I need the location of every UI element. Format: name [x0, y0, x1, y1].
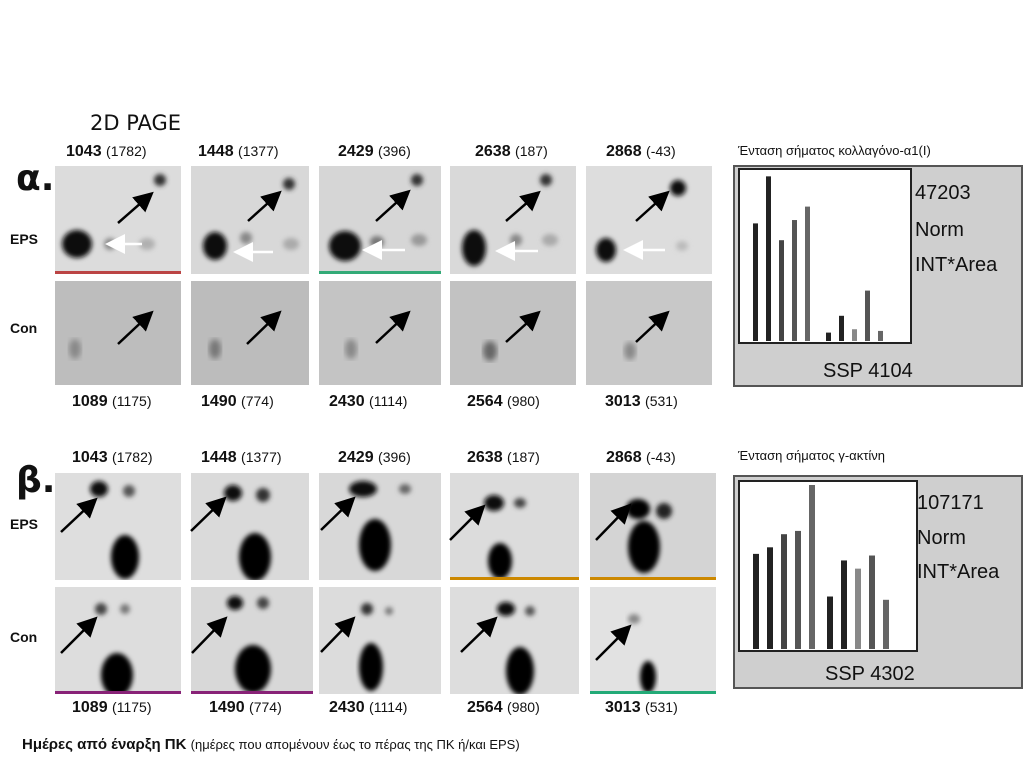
gel-image-alpha-con-4 — [450, 281, 576, 385]
bar — [826, 332, 831, 341]
panel-letter-alpha: α. — [16, 158, 55, 199]
bar — [855, 568, 861, 649]
sample-label: 1448 (1377) — [201, 449, 282, 466]
sample-label: 1089 (1175) — [72, 699, 152, 716]
chart-norm-label: Norm — [917, 527, 966, 549]
arrow-icon — [320, 616, 356, 653]
arrow-icon — [117, 310, 154, 345]
bar — [766, 176, 771, 341]
arrow-icon — [117, 191, 154, 224]
sample-label: 2564 (980) — [467, 393, 540, 410]
bar — [779, 240, 784, 341]
chart-title-beta: Ένταση σήματος γ-ακτίνη — [738, 448, 885, 463]
bar — [852, 329, 857, 341]
chart-value: 107171 — [917, 492, 984, 514]
arrow-icon — [60, 616, 98, 654]
row-label-eps-beta: EPS — [10, 516, 39, 532]
sample-label: 2638 (187) — [467, 449, 540, 466]
chart-ssp-label: SSP 4104 — [823, 360, 913, 382]
arrow-icon — [635, 310, 670, 343]
bar — [753, 223, 758, 341]
sample-label: 2868 (-43) — [606, 449, 676, 466]
gel-image-beta-con-2 — [191, 587, 313, 694]
sample-label: 3013 (531) — [605, 393, 678, 410]
chart-area-label: INT*Area — [917, 561, 1000, 583]
bar — [865, 290, 870, 341]
bar — [883, 599, 889, 649]
chart-box-beta: 107171 Norm INT*Area SSP 4302 — [733, 475, 1023, 689]
gel-image-alpha-con-5 — [586, 281, 712, 385]
row-label-con-alpha: Con — [10, 320, 38, 336]
gel-image-beta-eps-5 — [590, 473, 716, 580]
bar — [795, 530, 801, 649]
gel-image-beta-eps-4 — [450, 473, 579, 580]
sample-label: 1043 (1782) — [72, 449, 153, 466]
arrow-icon — [505, 310, 541, 343]
bar — [809, 485, 815, 649]
sample-label: 1490 (774) — [201, 393, 274, 410]
arrow-icon — [247, 190, 282, 222]
arrow-icon — [246, 310, 282, 345]
bar — [878, 330, 883, 341]
arrow-icon — [375, 310, 411, 344]
row-label-eps-alpha: EPS — [10, 231, 39, 247]
sample-label: 2429 (396) — [338, 143, 411, 160]
sample-label: 1490 (774) — [209, 699, 282, 716]
arrow-icon — [595, 624, 632, 661]
bar — [827, 596, 833, 649]
arrow-icon — [60, 497, 98, 533]
bar — [792, 220, 797, 341]
gel-image-alpha-eps-1 — [55, 166, 181, 274]
chart-title-alpha: Ένταση σήματος κολλαγόνο-α1(I) — [738, 143, 931, 158]
sample-label: 3013 (531) — [605, 699, 678, 716]
arrow-icon — [320, 496, 356, 531]
sample-label: 2564 (980) — [467, 699, 540, 716]
arrow-icon — [375, 189, 411, 222]
sample-label: 1043 (1782) — [66, 143, 147, 160]
gel-image-alpha-con-2 — [191, 281, 309, 385]
sample-label: 2429 (396) — [338, 449, 411, 466]
bar-chart-alpha — [738, 168, 912, 344]
gel-image-beta-eps-2 — [191, 473, 309, 580]
sample-label: 2430 (1114) — [329, 699, 408, 716]
figure-title: 2D PAGE — [90, 111, 182, 135]
sample-label: 2868 (-43) — [606, 143, 676, 160]
footer-caption: Ημέρες από έναρξη ΠΚ (ημέρες που απομένο… — [22, 736, 520, 753]
bar — [767, 547, 773, 649]
chart-norm-label: Norm — [915, 219, 964, 241]
panel-letter-beta: β. — [16, 460, 56, 501]
bar — [753, 553, 759, 649]
bar — [839, 315, 844, 341]
row-label-con-beta: Con — [10, 629, 38, 645]
arrow-icon — [190, 496, 227, 532]
sample-label: 2638 (187) — [475, 143, 548, 160]
gel-image-beta-con-3 — [319, 587, 441, 694]
bar — [841, 560, 847, 649]
arrow-icon — [191, 616, 228, 654]
bar — [781, 534, 787, 649]
arrow-icon — [505, 190, 541, 222]
sample-label: 1089 (1175) — [72, 393, 152, 410]
chart-area-label: INT*Area — [915, 254, 998, 276]
arrow-icon — [635, 190, 670, 222]
gel-image-alpha-con-1 — [55, 281, 181, 385]
arrow-icon — [460, 616, 498, 653]
arrow-icon — [449, 504, 486, 541]
gel-image-alpha-eps-5 — [586, 166, 712, 274]
chart-box-alpha: 47203 Norm INT*Area SSP 4104 — [733, 165, 1023, 387]
gel-image-alpha-con-3 — [319, 281, 441, 385]
chart-ssp-label: SSP 4302 — [825, 663, 915, 685]
gel-image-beta-eps-3 — [319, 473, 441, 580]
gel-image-beta-eps-1 — [55, 473, 181, 580]
sample-label: 2430 (1114) — [329, 393, 408, 410]
sample-label: 1448 (1377) — [198, 143, 279, 160]
bar-chart-beta — [738, 480, 918, 652]
gel-image-beta-con-1 — [55, 587, 181, 694]
arrow-icon — [595, 503, 632, 541]
bar — [869, 555, 875, 649]
bar — [805, 206, 810, 341]
chart-value: 47203 — [915, 182, 971, 204]
